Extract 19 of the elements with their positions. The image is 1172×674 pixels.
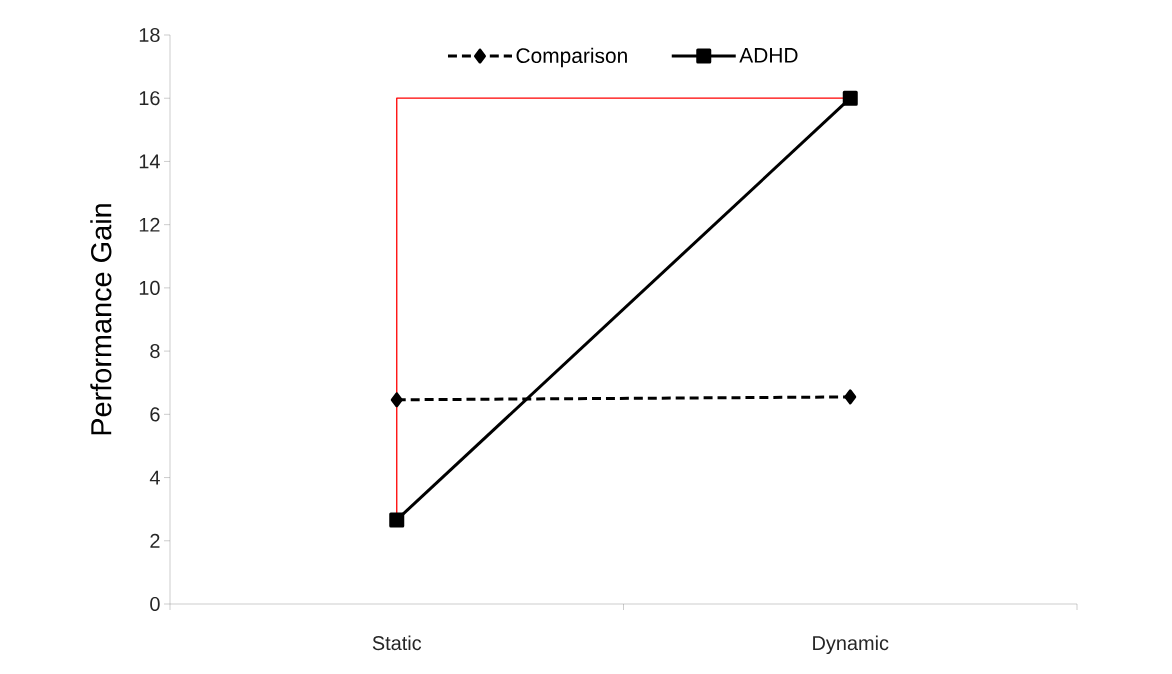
y-tick-label: 14	[139, 154, 160, 169]
point	[390, 392, 403, 408]
x-tick-label: Static	[372, 635, 422, 651]
point	[842, 90, 858, 106]
y-tick-label: 8	[150, 344, 160, 359]
y-tick-label: 4	[149, 470, 160, 485]
y-tick-label: 2	[150, 533, 160, 548]
legend-label: ADHD	[739, 48, 798, 63]
legend-label: Comparison	[516, 47, 627, 68]
y-axis-title: Performance Gain	[90, 204, 112, 435]
x-tick-label: Dynamic	[813, 635, 889, 655]
y-tick-label: 16	[139, 91, 160, 106]
point	[389, 512, 405, 528]
y-tick-label: 6	[150, 407, 160, 422]
y-tick-label: 0	[150, 596, 160, 612]
point	[844, 389, 857, 405]
y-tick-label: 10	[139, 280, 160, 295]
y-tick-label: 12	[139, 217, 160, 232]
y-tick-label: 18	[139, 27, 160, 43]
